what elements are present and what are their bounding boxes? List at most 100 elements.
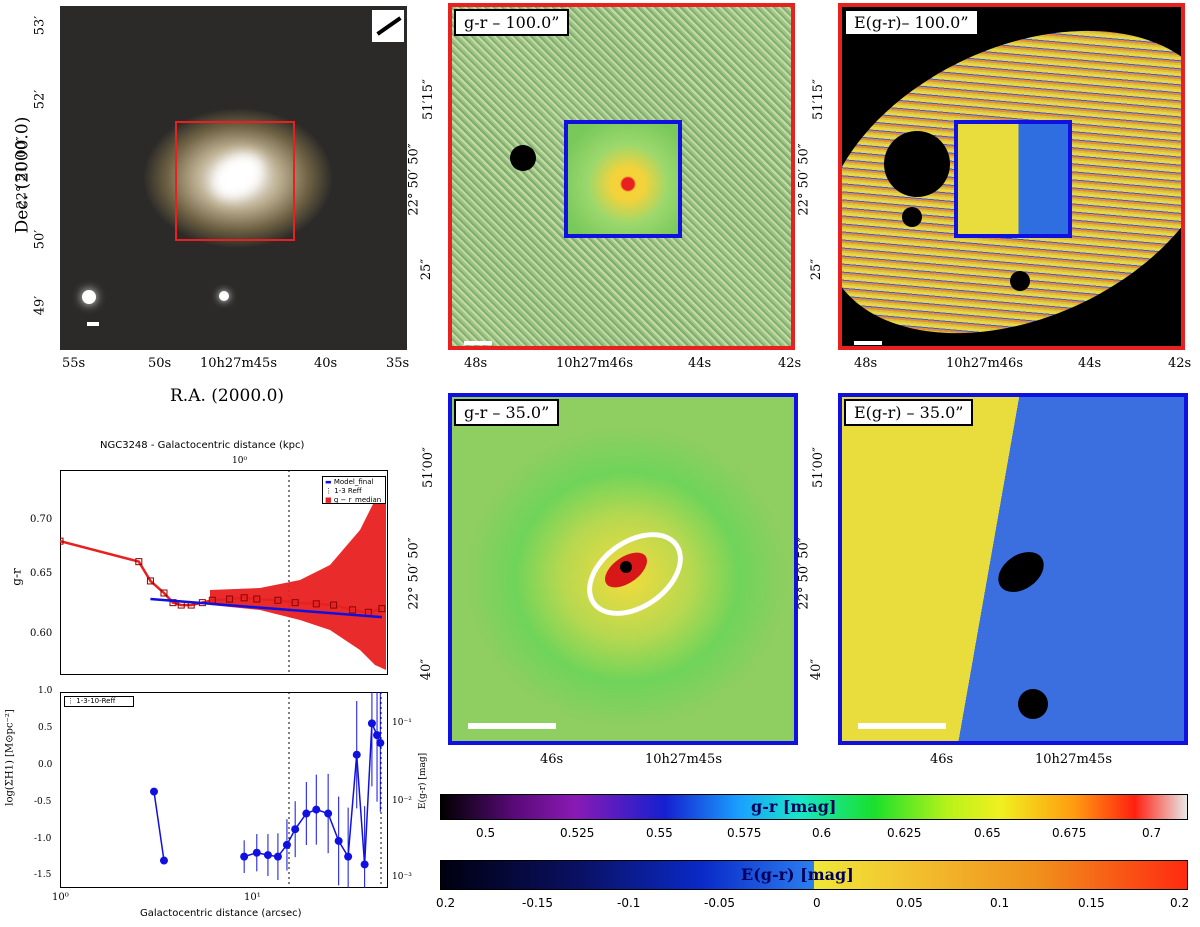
sigma-point — [150, 787, 159, 796]
gr-median-point — [349, 606, 357, 614]
gr-median-point — [146, 577, 154, 585]
sigma-point — [240, 852, 249, 861]
egr100-dec-tick: 22° 50′ 50″ — [796, 143, 812, 216]
legend-median: ■ g − r_median — [325, 496, 382, 504]
sigma-point — [282, 840, 291, 849]
sky-ra-tick: 40s — [314, 356, 338, 371]
gr-cbar-tick: 0.625 — [887, 826, 922, 840]
masked-source — [1010, 271, 1030, 291]
sigma-point — [273, 852, 282, 861]
sigma-point — [376, 738, 385, 747]
gr-median-point — [330, 601, 338, 609]
sigma-ytick: -1.0 — [34, 834, 52, 844]
masked-source — [884, 131, 950, 197]
gr-colorbar-label: g-r [mag] — [751, 797, 837, 816]
scale-bar — [468, 723, 556, 729]
sigma-point — [324, 809, 333, 818]
egr100-label: E(g-r)– 100.0” — [844, 9, 979, 36]
gr35-dec-tick: 22° 50′ 50″ — [406, 537, 422, 610]
egr100-map: E(g-r)– 100.0” — [838, 3, 1185, 350]
gr35-ra-tick: 10h27m45s — [645, 752, 722, 767]
egr100-dec-tick: 25″ — [809, 258, 825, 281]
gr35-label: g-r – 35.0” — [454, 399, 560, 426]
inner-box — [564, 120, 682, 238]
sigma-right-tick: 10⁻¹ — [392, 718, 412, 728]
legend-model: ▬ Model_final — [325, 478, 374, 486]
sigma-legend: ⋮ 1-3-10-Reff — [64, 696, 134, 707]
gr100-dec-tick: 22° 50′ 50″ — [406, 143, 422, 216]
sigma-chart — [60, 692, 388, 888]
profile-ylabel: g-r — [9, 568, 24, 586]
egr100-ra-tick: 42s — [1168, 356, 1192, 371]
sky-image — [60, 6, 407, 350]
gr-median-point — [253, 595, 261, 603]
scale-bar — [858, 723, 946, 729]
gr-median-point — [312, 600, 320, 608]
orientation-bar — [372, 10, 404, 42]
gr35-dec-tick: 51′00″ — [420, 447, 436, 488]
masked-source — [990, 543, 1052, 601]
legend-reff: ⋮ 1-3 Reff — [325, 487, 362, 495]
egr-colorbar: E(g-r) [mag] — [440, 860, 1188, 890]
egr-cbar-tick: 0.15 — [1078, 896, 1105, 910]
egr100-ra-tick: 48s — [854, 356, 878, 371]
sky-ra-tick: 10h27m45s — [200, 356, 277, 371]
egr100-ra-tick: 10h27m46s — [946, 356, 1023, 371]
egr35-dec-tick: 22° 50′ 50″ — [796, 537, 812, 610]
sigma-line — [153, 791, 165, 861]
sky-ra-tick: 50s — [148, 356, 172, 371]
gr-errorband — [210, 475, 386, 670]
sigma-ytick: 0.5 — [38, 723, 53, 733]
sky-dec-tick: 50′ — [32, 229, 48, 250]
egr35-ra-tick: 10h27m45s — [1035, 752, 1112, 767]
sigma-point — [302, 809, 311, 818]
egr100-dec-tick: 51′15″ — [810, 79, 826, 120]
profile-top-tick: 10⁰ — [232, 456, 248, 466]
gr-median-point — [378, 605, 386, 613]
gr-median-point — [274, 596, 282, 604]
sigma-ytick: -1.5 — [34, 870, 52, 880]
masked-source — [902, 207, 922, 227]
sky-dec-tick: 49′ — [32, 295, 48, 316]
sigma-point — [312, 805, 321, 814]
sky-ra-tick: 55s — [62, 356, 86, 371]
gr-median-point — [60, 537, 64, 545]
profile-ytick: 0.60 — [30, 628, 53, 639]
sky-ra-tick: 35s — [386, 356, 410, 371]
egr-cbar-tick: -0.1 — [617, 896, 641, 910]
sigma-xlabel: Galactocentric distance (arcsec) — [140, 908, 302, 919]
profile-legend: ▬ Model_final ⋮ 1-3 Reff ■ g − r_median — [322, 476, 386, 504]
egr-cbar-tick: 0.05 — [896, 896, 923, 910]
gr-cbar-tick: 0.525 — [560, 826, 595, 840]
sigma-point — [263, 851, 272, 860]
sigma-point — [291, 825, 300, 834]
gr-cbar-tick: 0.6 — [812, 826, 832, 840]
sigma-point — [344, 852, 353, 861]
bright-star — [82, 290, 96, 304]
profile-ytick: 0.65 — [30, 568, 53, 579]
sigma-point — [334, 836, 343, 845]
gr100-ra-tick: 42s — [778, 356, 802, 371]
gr-cbar-tick: 0.575 — [727, 826, 762, 840]
gr-cbar-tick: 0.675 — [1052, 826, 1087, 840]
sigma-point — [373, 731, 382, 740]
gr100-map: g-r – 100.0” — [448, 3, 795, 350]
gr-cbar-tick: 0.7 — [1142, 826, 1162, 840]
egr-cbar-tick: -0.05 — [704, 896, 736, 910]
scale-bar — [854, 341, 882, 345]
gr100-label: g-r – 100.0” — [454, 9, 570, 36]
egr-cbar-tick: -0.15 — [522, 896, 554, 910]
gr-cbar-tick: 0.55 — [646, 826, 673, 840]
egr-cbar-tick: 0 — [813, 896, 821, 910]
sky-xlabel: R.A. (2000.0) — [170, 386, 285, 406]
sigma-ytick: 0.0 — [38, 760, 53, 770]
gr100-dec-tick: 51′15″ — [420, 79, 436, 120]
egr35-map: E(g-r) – 35.0” — [838, 393, 1188, 745]
egr35-dec-tick: 51′00″ — [810, 447, 826, 488]
sigma-ytick: 1.0 — [38, 686, 53, 696]
gr100-ra-tick: 44s — [688, 356, 712, 371]
profile-ytick: 0.70 — [30, 514, 53, 525]
egr-cbar-tick: 0.2 — [1170, 896, 1190, 910]
sigma-ylabel: log(ΣH1) [M⊙pc⁻²] — [4, 709, 16, 806]
sigma-right-tick: 10⁻³ — [392, 872, 412, 882]
